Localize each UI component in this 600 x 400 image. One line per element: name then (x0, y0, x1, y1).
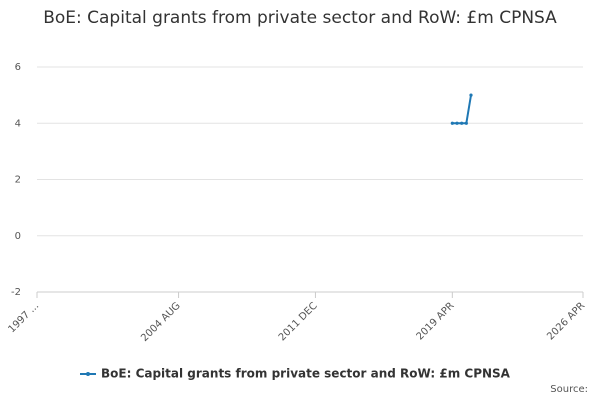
y-tick-label: -2 (11, 287, 21, 298)
y-tick-label: 4 (15, 118, 21, 129)
x-tick-label: 1997 ... (6, 300, 41, 335)
x-tick-label: 2026 APR (545, 300, 587, 342)
x-tick-label: 2019 APR (415, 300, 457, 342)
x-tick-label: 2004 AUG (139, 300, 183, 344)
legend-label: BoE: Capital grants from private sector … (101, 367, 511, 381)
chart-title: BoE: Capital grants from private sector … (43, 8, 557, 28)
y-tick-label: 6 (15, 62, 21, 73)
y-tick-label: 0 (15, 231, 21, 242)
point (464, 121, 468, 125)
x-tick-label: 2011 DEC (277, 300, 320, 343)
point (450, 121, 454, 125)
source: Source: (550, 384, 588, 395)
point (469, 93, 473, 97)
line (452, 94, 472, 125)
point (455, 121, 459, 125)
point (460, 121, 464, 125)
y-tick-label: 2 (15, 175, 21, 186)
legend-marker (86, 372, 90, 376)
